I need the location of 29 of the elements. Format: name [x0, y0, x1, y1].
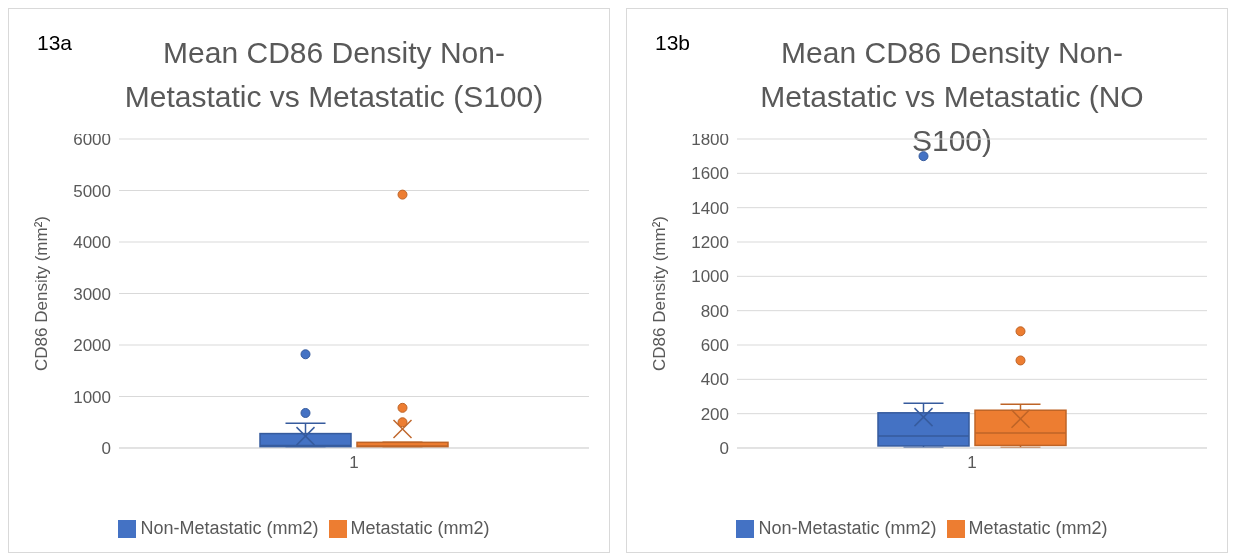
y-tick-label: 600: [700, 336, 729, 356]
legend-label: Metastatic (mm2): [968, 518, 1108, 538]
chart-title: Mean CD86 Density Non-Metastatic vs Metastatic (S100): [123, 35, 545, 115]
legend-label: Metastatic (mm2): [350, 518, 490, 538]
y-tick-label: 1800: [691, 130, 729, 150]
y-tick-label: 1600: [691, 164, 729, 184]
y-tick-label: 6000: [73, 130, 111, 150]
y-tick-label: 1200: [691, 233, 729, 253]
text: 13b: [655, 31, 691, 55]
y-tick-label: 3000: [73, 284, 111, 304]
y-tick-label: 1400: [691, 198, 729, 218]
y-tick-label: 200: [700, 404, 729, 424]
y-tick-label: 1000: [691, 267, 729, 287]
x-tick-label: 1: [967, 453, 977, 473]
y-tick-label: 800: [700, 301, 729, 321]
y-axis-title: CD86 Density (mm²): [650, 216, 670, 371]
chart-title: Mean CD86 Density Non-Metastatic vs Metastatic (NO S100): [760, 36, 1144, 157]
y-tick-label: 2000: [73, 336, 111, 356]
y-tick-label: 0: [101, 439, 111, 459]
y-tick-label: 4000: [73, 233, 111, 253]
legend-label: Non-Metastatic (mm2): [758, 518, 937, 538]
y-tick-label: 1000: [73, 387, 111, 407]
y-tick-label: 5000: [73, 181, 111, 201]
y-tick-label: 0: [719, 439, 729, 459]
y-tick-label: 400: [700, 370, 729, 390]
legend-label: Non-Metastatic (mm2): [140, 518, 319, 538]
y-axis-title: CD86 Density (mm²): [32, 216, 52, 371]
x-tick-label: 1: [349, 453, 359, 473]
text: 13a: [37, 31, 73, 55]
